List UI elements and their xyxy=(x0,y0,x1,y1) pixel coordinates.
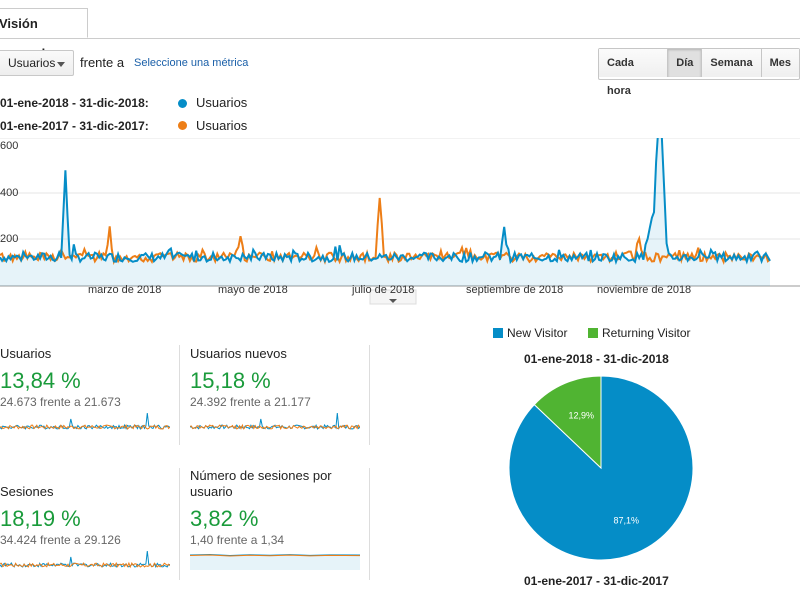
legend-swatch-new-visitor xyxy=(493,328,503,338)
chevron-down-icon xyxy=(57,62,65,67)
x-label-march: marzo de 2018 xyxy=(88,284,162,296)
month-button[interactable]: Mes xyxy=(761,49,799,77)
divider xyxy=(179,345,180,445)
sparkline-2017 xyxy=(0,423,170,430)
chart-resize-handle[interactable] xyxy=(369,289,417,305)
metric-users-title[interactable]: Usuarios xyxy=(0,346,52,361)
y-tick-200: 200 xyxy=(0,233,19,245)
sparkline-2017 xyxy=(190,423,360,431)
pie-title-top: 01-ene-2018 - 31-dic-2018 xyxy=(524,352,669,366)
series-2018-line xyxy=(0,138,771,266)
metric-users-change: 13,84 % xyxy=(0,368,81,393)
pie-slice-returning-visitor[interactable] xyxy=(533,375,602,470)
metric-select-value: Usuarios xyxy=(8,56,56,70)
chevron-down-icon xyxy=(389,299,397,303)
hourly-button[interactable]: Cada hora xyxy=(599,49,669,97)
metric-sessions-sparkline xyxy=(0,550,170,569)
metric-new-users-comparison: 24.392 frente a 21.177 xyxy=(190,395,311,409)
visitor-pie-chart: 87,1% 12,9% xyxy=(508,375,694,561)
sparkline-2018 xyxy=(0,550,170,569)
divider xyxy=(369,468,370,580)
time-granularity-group: Cada hora Día Semana Mes xyxy=(598,48,800,97)
legend-swatch-returning-visitor xyxy=(588,328,598,338)
metric-users-comparison: 24.673 frente a 21.673 xyxy=(0,395,121,409)
pie-title-bottom: 01-ene-2017 - 31-dic-2017 xyxy=(524,574,669,588)
x-label-november: noviembre de 2018 xyxy=(597,284,692,296)
divider xyxy=(369,345,370,445)
tab-overview[interactable]: Visión general xyxy=(0,8,88,61)
metric-sessions-per-user-title-line2[interactable]: usuario xyxy=(190,484,233,499)
sparkline-2018 xyxy=(0,412,170,431)
pie-legend-returning-visitor: Returning Visitor xyxy=(602,326,691,340)
metric-sessions-comparison: 34.424 frente a 29.126 xyxy=(0,533,121,547)
divider xyxy=(179,468,180,580)
series-dot-2018 xyxy=(178,99,187,108)
legend-series-2017: Usuarios xyxy=(196,118,248,133)
metric-select[interactable]: Usuarios xyxy=(0,50,74,76)
series-dot-2017 xyxy=(178,121,187,130)
compare-label: frente a xyxy=(80,55,125,70)
metric-new-users-title[interactable]: Usuarios nuevos xyxy=(190,346,287,361)
legend-range-2017: 01-ene-2017 - 31-dic-2017: xyxy=(0,119,149,133)
day-button[interactable]: Día xyxy=(668,49,703,77)
metric-users-sparkline xyxy=(0,412,170,431)
x-label-july: julio de 2018 xyxy=(352,284,415,296)
sparkline-2017 xyxy=(0,561,170,569)
pie-legend-new-visitor: New Visitor xyxy=(507,326,568,340)
legend-range-2018: 01-ene-2018 - 31-dic-2018: xyxy=(0,96,149,110)
metric-new-users-sparkline xyxy=(190,412,360,431)
series-2017-line xyxy=(0,197,771,266)
x-label-may: mayo de 2018 xyxy=(218,284,288,296)
metric-sessions-per-user-sparkline xyxy=(190,553,360,570)
y-tick-600: 600 xyxy=(0,140,19,152)
metric-sessions-change: 18,19 % xyxy=(0,506,81,531)
pie-label-new-visitor: 87,1% xyxy=(613,515,639,525)
pie-label-returning-visitor: 12,9% xyxy=(569,411,595,421)
main-line-chart xyxy=(0,138,800,305)
metric-sessions-per-user-comparison: 1,40 frente a 1,34 xyxy=(190,533,285,547)
select-metric-link[interactable]: Seleccione una métrica xyxy=(134,57,249,69)
week-button[interactable]: Semana xyxy=(702,49,762,77)
metric-new-users-change: 15,18 % xyxy=(190,368,271,393)
y-tick-400: 400 xyxy=(0,187,19,199)
metric-sessions-title[interactable]: Sesiones xyxy=(0,484,54,499)
tab-bar xyxy=(0,0,800,39)
x-label-september: septiembre de 2018 xyxy=(466,284,564,296)
legend-series-2018: Usuarios xyxy=(196,95,248,110)
metric-sessions-per-user-change: 3,82 % xyxy=(190,506,259,531)
metric-sessions-per-user-title-line1[interactable]: Número de sesiones por xyxy=(190,468,332,483)
